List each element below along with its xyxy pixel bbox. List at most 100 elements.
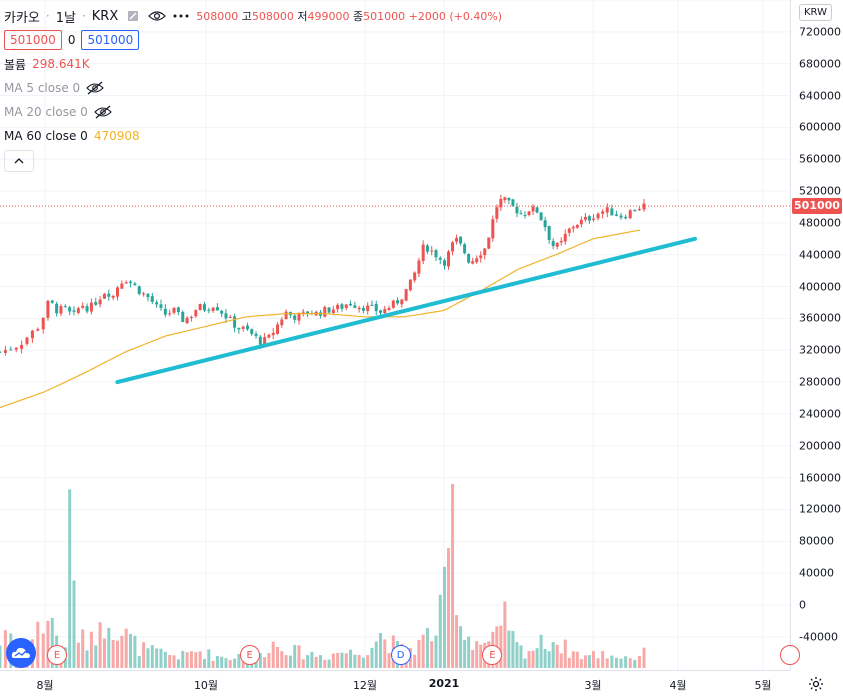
price-tick-label: 560000 (799, 152, 841, 166)
volume-bar (434, 635, 438, 668)
candle (503, 197, 507, 201)
candle (491, 219, 495, 239)
eye-icon[interactable] (148, 7, 167, 25)
volume-bar (280, 651, 284, 668)
exchange-label[interactable]: KRX (91, 8, 119, 24)
volume-bar (366, 655, 370, 668)
volume-bar (455, 615, 459, 668)
candle (25, 337, 29, 344)
volume-bar (353, 654, 357, 668)
earnings-marker[interactable]: E (47, 645, 68, 665)
currency-badge[interactable]: KRW (799, 4, 832, 21)
volume-bar (499, 625, 503, 668)
candle (41, 317, 45, 330)
candle (55, 303, 59, 314)
eye-crossed-icon[interactable] (94, 103, 112, 121)
more-icon[interactable] (172, 7, 190, 25)
chart-area[interactable] (0, 0, 790, 670)
time-axis[interactable]: 8월 10월 12월 2021 3월 4월 5월 (0, 670, 790, 697)
buy-price-button[interactable]: 501000 (81, 30, 140, 50)
volume-bar (331, 653, 335, 668)
candle (233, 316, 237, 328)
interval-label[interactable]: 1날 (55, 10, 76, 26)
earnings-marker[interactable]: E (239, 645, 260, 665)
collapse-legend-button[interactable] (4, 150, 34, 172)
candle (425, 245, 429, 252)
dividend-marker[interactable]: D (390, 645, 411, 665)
ma5-legend[interactable]: MA 5 close 0 (4, 76, 502, 100)
time-tick-label: 10월 (193, 679, 219, 692)
candle (3, 350, 7, 353)
volume-bar (605, 658, 609, 668)
price-axis[interactable]: 720000 680000 640000 600000 560000 520000 4800… (790, 0, 843, 670)
volume-legend[interactable]: 볼륨 298.641K (4, 52, 502, 76)
candle (408, 279, 412, 291)
ma20-legend[interactable]: MA 20 close 0 (4, 100, 502, 124)
candle (628, 210, 632, 219)
candle (72, 310, 76, 312)
candle (63, 306, 67, 308)
volume-bar (314, 656, 318, 668)
volume-bar (559, 653, 563, 668)
tradingview-logo[interactable] (6, 638, 36, 668)
volume-bar (591, 651, 595, 668)
candle (271, 332, 275, 336)
candle (601, 211, 605, 214)
candle (571, 226, 575, 229)
gear-icon[interactable] (808, 676, 824, 696)
volume-bar (519, 645, 523, 668)
volume-bar (551, 642, 555, 668)
candle (297, 312, 301, 321)
earnings-marker[interactable]: E (482, 645, 503, 665)
candle (81, 305, 85, 308)
candle (614, 214, 618, 216)
candle (172, 307, 176, 313)
volume-bar (471, 649, 475, 668)
candle (624, 216, 628, 219)
symbol-name[interactable]: 카카오 (4, 10, 40, 26)
time-tick-label: 3월 (584, 679, 602, 692)
candle (605, 207, 609, 213)
volume-bar (543, 648, 547, 668)
volume-bar (417, 639, 421, 668)
volume-bar (3, 630, 7, 668)
volume-bar (172, 655, 176, 668)
ma60-line (0, 229, 640, 409)
partial-event-marker[interactable] (780, 645, 800, 665)
volume-bar (637, 655, 641, 668)
volume-bar (185, 652, 189, 668)
volume-bar (258, 653, 262, 668)
volume-bar (535, 648, 539, 668)
volume-bar (349, 649, 353, 668)
candle (642, 203, 646, 210)
candle (483, 248, 487, 256)
candle (447, 251, 451, 267)
chart-canvas[interactable] (0, 0, 790, 670)
candle (404, 289, 408, 301)
candle (471, 261, 475, 264)
open-value: 508000 (196, 10, 239, 23)
candle (254, 333, 258, 336)
sell-price-button[interactable]: 501000 (4, 30, 62, 50)
ma60-legend[interactable]: MA 60 close 0 470908 (4, 124, 502, 148)
volume-bar (150, 645, 154, 668)
volume-bar (370, 647, 374, 668)
volume-bar (527, 651, 531, 668)
volume-bar (0, 645, 2, 668)
candle (198, 303, 202, 310)
candle (20, 344, 24, 349)
volume-bar (310, 651, 314, 668)
price-tick-label: 440000 (799, 248, 841, 262)
candle (220, 310, 224, 314)
volume-bar (515, 642, 519, 668)
candle (559, 241, 563, 243)
volume-bar (563, 639, 567, 668)
candle (98, 299, 102, 305)
volume-bar (276, 646, 280, 668)
eye-crossed-icon[interactable] (86, 79, 104, 97)
candle (619, 215, 623, 218)
market-status-icon[interactable] (124, 7, 142, 25)
candle (357, 307, 361, 310)
high-label: 고 (241, 10, 252, 23)
volume-bar (633, 660, 637, 668)
